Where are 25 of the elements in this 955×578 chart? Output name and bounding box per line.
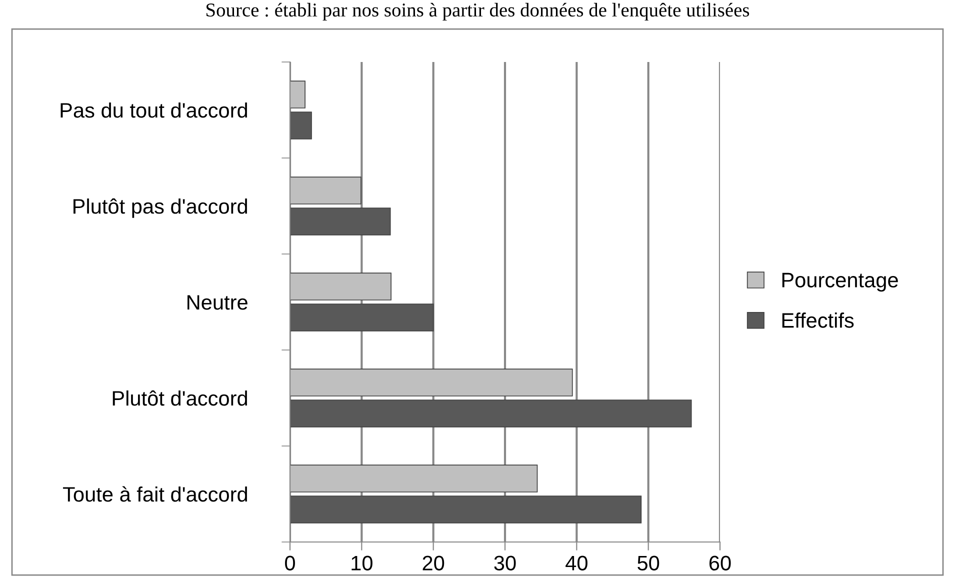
x-tick-label: 20 [422, 556, 444, 570]
bar [290, 464, 538, 492]
bar [290, 400, 692, 428]
bar [290, 496, 642, 524]
y-tick-label: Pas du tout d'accord [60, 102, 248, 118]
bar [290, 208, 391, 236]
x-tick-label: 30 [494, 556, 516, 570]
bar [290, 112, 312, 140]
y-tick-label: Neutre [188, 295, 248, 310]
legend-label: Pourcentage [782, 272, 898, 292]
source-note: Source : établi par nos soins à partir des données de l'enquête utilisées [206, 2, 750, 21]
bar [290, 368, 573, 396]
x-tick-label: 0 [285, 556, 295, 570]
x-tick-label: 10 [352, 556, 372, 570]
x-tick-label: 50 [638, 556, 660, 570]
y-tick-label: Toute à fait d'accord [63, 486, 248, 502]
x-tick-label: 40 [566, 556, 588, 570]
bar [290, 80, 306, 108]
bar [290, 272, 392, 300]
y-tick-label: Plutôt d'accord [112, 390, 247, 406]
bar [290, 304, 434, 332]
legend-label: Effectifs [782, 312, 854, 328]
y-tick-label: Plutôt pas d'accord [74, 198, 247, 218]
bar [290, 176, 362, 204]
x-tick-label: 60 [709, 556, 731, 570]
